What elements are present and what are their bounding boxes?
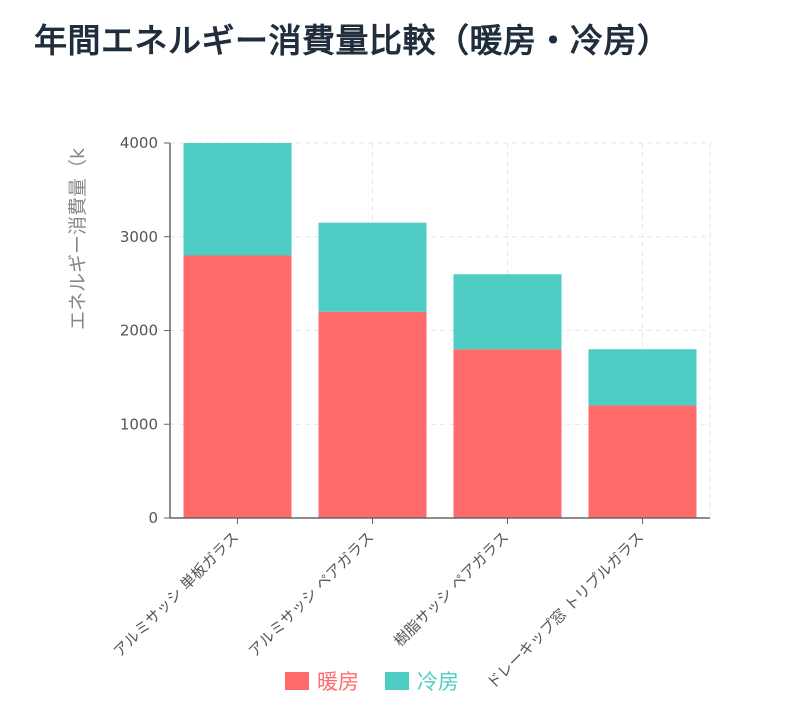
x-tick-label: 樹脂サッシ ペアガラス <box>390 528 512 650</box>
y-tick-label: 4000 <box>120 134 158 152</box>
x-tick-label: アルミサッシ 単板ガラス <box>110 528 242 660</box>
bar-cooling <box>318 222 427 312</box>
chart-title: 年間エネルギー消費量比較（暖房・冷房） <box>34 21 671 60</box>
bar-cooling <box>183 143 292 256</box>
bar-cooling <box>588 349 697 406</box>
x-tick-labels: アルミサッシ 単板ガラス アルミサッシ ペアガラス 樹脂サッシ ペアガラスドレーキッ… <box>110 528 647 692</box>
bar-heating <box>453 349 562 518</box>
y-tick-label: 3000 <box>120 228 158 246</box>
legend-label: 冷房 <box>417 670 459 694</box>
bar-heating <box>588 405 697 518</box>
legend-swatch <box>385 672 409 690</box>
bar-heating <box>183 255 292 518</box>
x-tick-label: アルミサッシ ペアガラス <box>245 528 377 660</box>
legend-swatch <box>285 672 309 690</box>
legend-label: 暖房 <box>317 670 359 694</box>
y-tick-label: 2000 <box>120 322 158 340</box>
legend: 暖房 冷房 <box>285 670 459 694</box>
bars <box>183 143 697 518</box>
y-tick-labels: 0 1000 2000 3000 4000 <box>120 134 158 527</box>
axes <box>164 142 710 524</box>
y-tick-label: 0 <box>148 509 158 527</box>
bar-cooling <box>453 274 562 350</box>
y-tick-label: 1000 <box>120 415 158 433</box>
x-tick-label: ドレーキップ窓 トリプルガラス <box>483 528 647 692</box>
y-axis-title: エネルギー消費量（k <box>67 148 89 330</box>
bar-heating <box>318 311 427 518</box>
